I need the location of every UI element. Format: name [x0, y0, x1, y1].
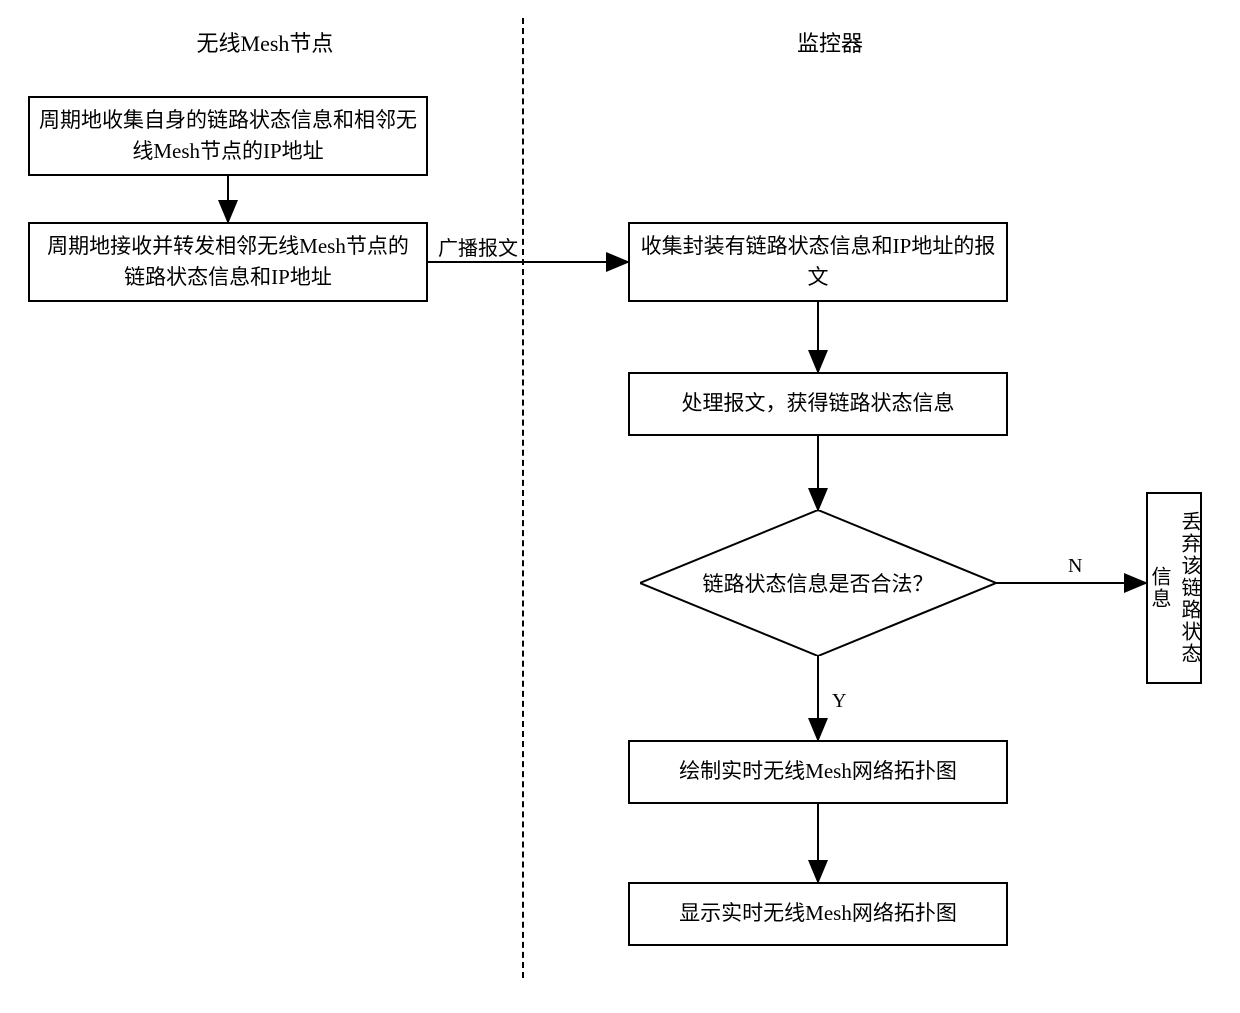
connectors: [0, 0, 1240, 1013]
